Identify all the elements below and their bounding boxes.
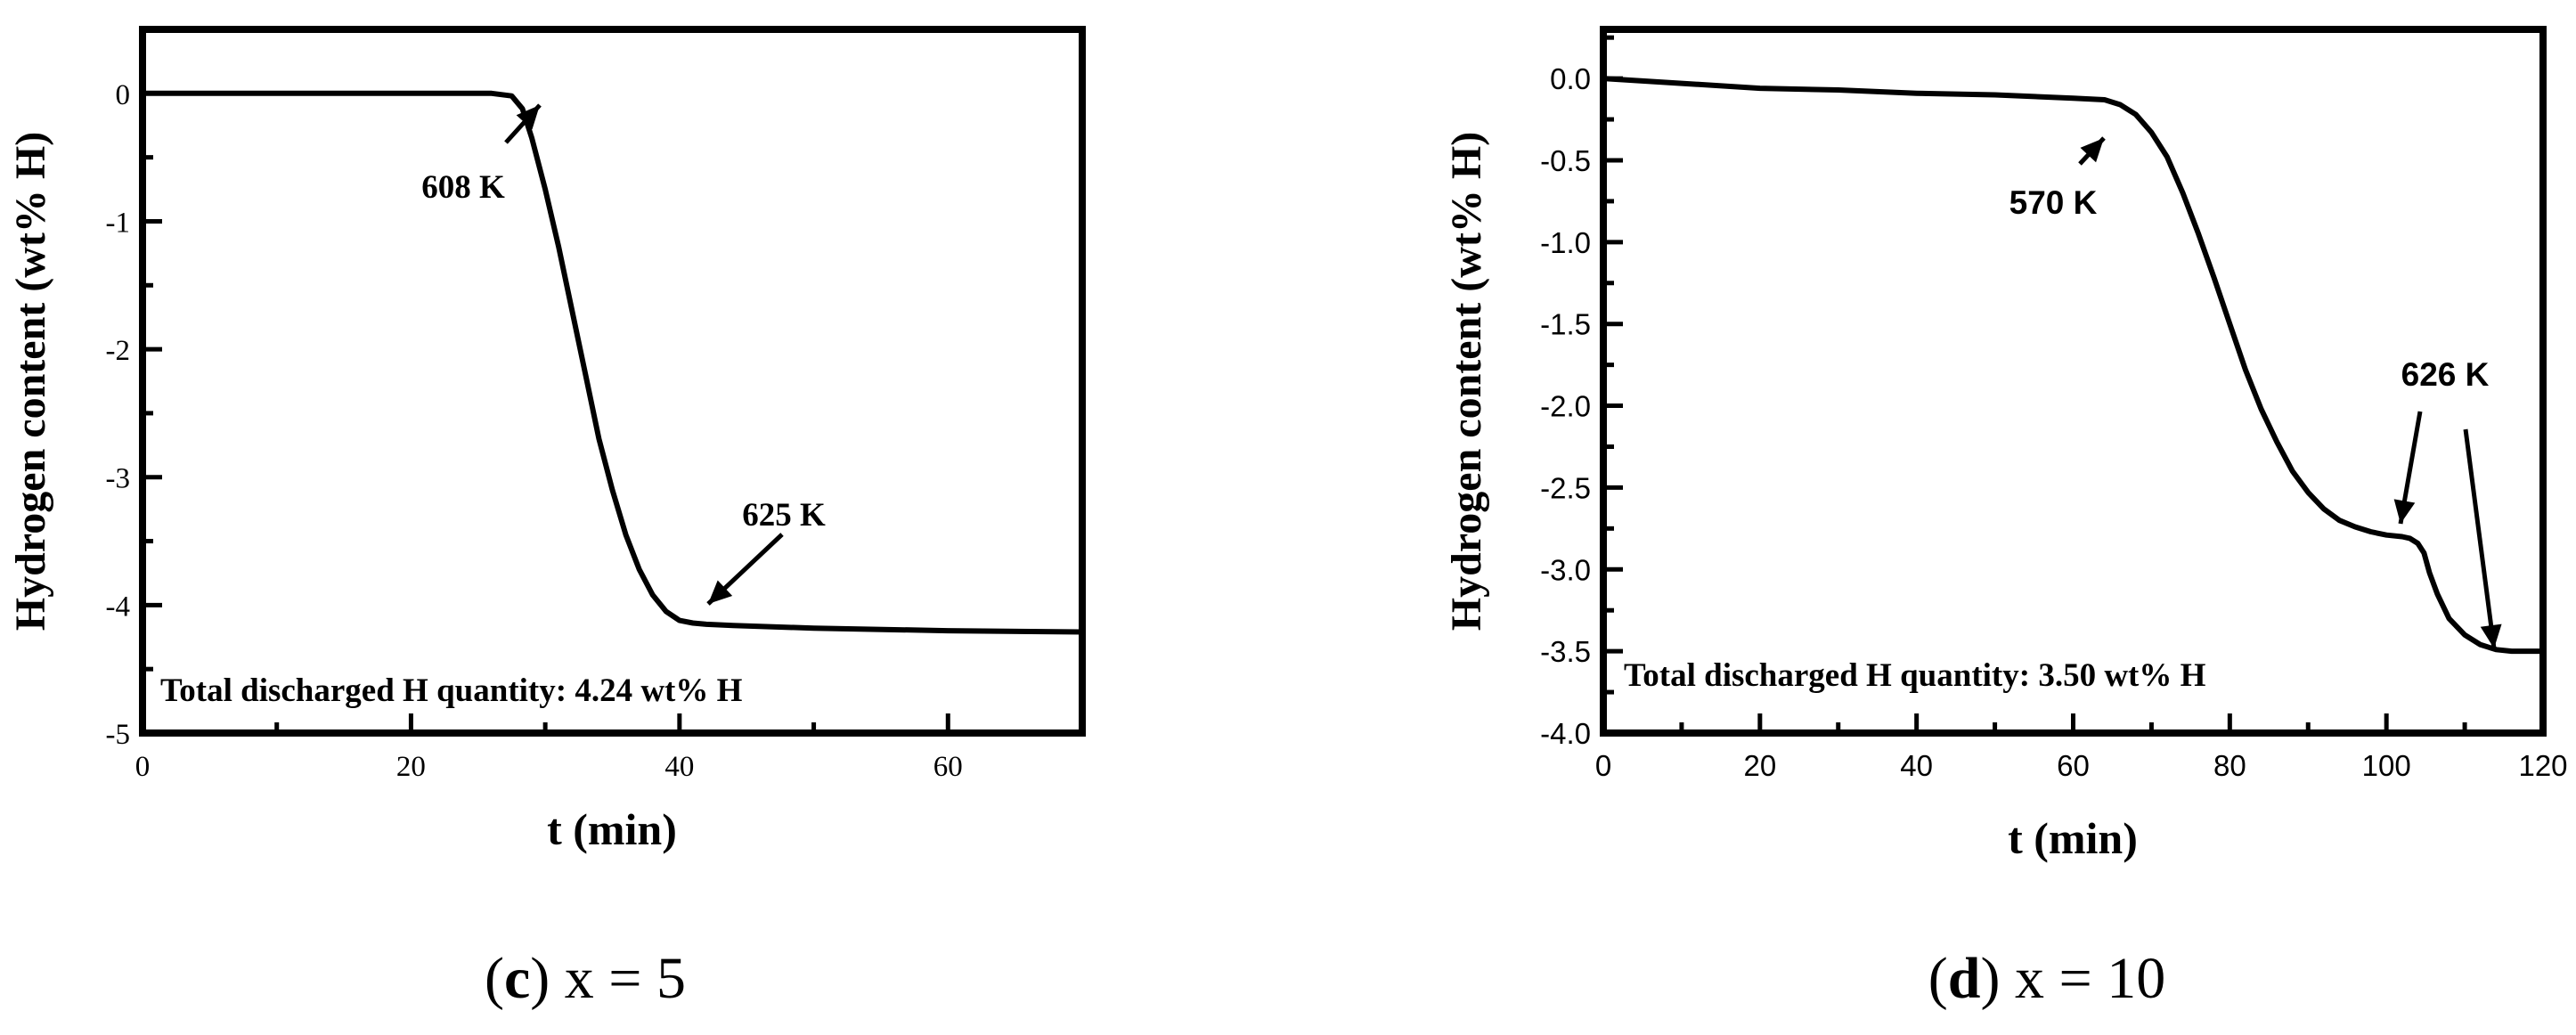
panel-c-ticks: 0 20 40 60 0 -1 -2 -3 -4 -5 [106,27,963,783]
annotation-label: 570 K [2009,184,2098,221]
y-tick-label: -1.0 [1540,226,1591,259]
panel-c-axes-frame [139,26,1086,737]
y-tick-label: -2.5 [1540,471,1591,504]
panel-d-caption-letter: d [1948,946,1981,1011]
y-tick-label: -5 [106,719,131,751]
annotation-label: 626 K [2401,356,2490,393]
series-line-c-0 [140,90,1085,635]
x-tick-label: 40 [664,751,694,783]
panel-c-marks: 608 K 625 K [140,90,1085,635]
panel-c-ylabel: Hydrogen content (wt% H) [7,132,54,631]
annotation-label: 625 K [742,497,826,534]
panel-d-caption: (d) x = 10 [1928,946,2165,1011]
y-tick-label: -3 [106,463,131,495]
y-tick-label: -1 [106,207,131,239]
panel-d: 0 20 40 60 80 100 120 0.0 -0.5 -1.0 -1.5 -2.0 -2.5 -3… [1443,26,2568,1011]
x-tick-label: 0 [1595,749,1611,782]
y-tick-label: -4.0 [1540,717,1591,750]
panel-c-caption-rest: x = 5 [550,946,686,1011]
panel-d-ylabel: Hydrogen content (wt% H) [1443,132,1490,631]
panel-d-xlabel: t (min) [2008,813,2138,863]
annotation-arrowhead [2480,623,2502,648]
x-tick-label: 60 [933,751,963,783]
panel-d-box-label: Total discharged H quantity: 3.50 wt% H [1624,657,2206,694]
x-tick-label: 100 [2362,749,2411,782]
y-tick-label: -3.5 [1540,635,1591,668]
panel-d-ticks: 0 20 40 60 80 100 120 0.0 -0.5 -1.0 -1.5 -2.0 -2.5 -3… [1540,35,2568,782]
panel-d-marks: 570 K 626 K [1601,76,2546,655]
y-tick-label: 0.0 [1550,62,1591,95]
y-tick-label: 0 [116,79,131,111]
panel-c: 0 20 40 60 0 -1 -2 -3 -4 -5 608 K 625 K Total disc… [7,26,1086,1011]
annotation-label: 608 K [421,169,505,206]
x-tick-label: 0 [135,751,151,783]
panel-c-xlabel: t (min) [547,804,677,854]
panel-c-caption-letter: c [504,946,530,1011]
y-tick-label: -4 [106,591,131,623]
x-tick-label: 20 [396,751,426,783]
y-tick-label: -2.0 [1540,390,1591,423]
annotation-arrowhead [2393,499,2416,524]
x-tick-label: 40 [1900,749,1933,782]
y-tick-label: -1.5 [1540,308,1591,341]
y-tick-label: -0.5 [1540,144,1591,177]
y-tick-label: -3.0 [1540,553,1591,586]
annotation-arrow [2463,428,2497,649]
panel-c-box-label: Total discharged H quantity: 4.24 wt% H [160,672,743,709]
x-tick-label: 80 [2213,749,2246,782]
panel-c-caption: (c) x = 5 [485,946,686,1011]
x-tick-label: 60 [2057,749,2090,782]
annotation-arrowhead [516,105,540,130]
x-tick-label: 20 [1743,749,1776,782]
y-tick-label: -2 [106,335,131,367]
panel-d-caption-rest: x = 10 [2000,946,2165,1011]
annotation-arrowhead [708,580,733,604]
x-tick-label: 120 [2518,749,2567,782]
annotation-arrowhead [2080,138,2104,163]
series-line-d-0 [1601,76,2546,655]
